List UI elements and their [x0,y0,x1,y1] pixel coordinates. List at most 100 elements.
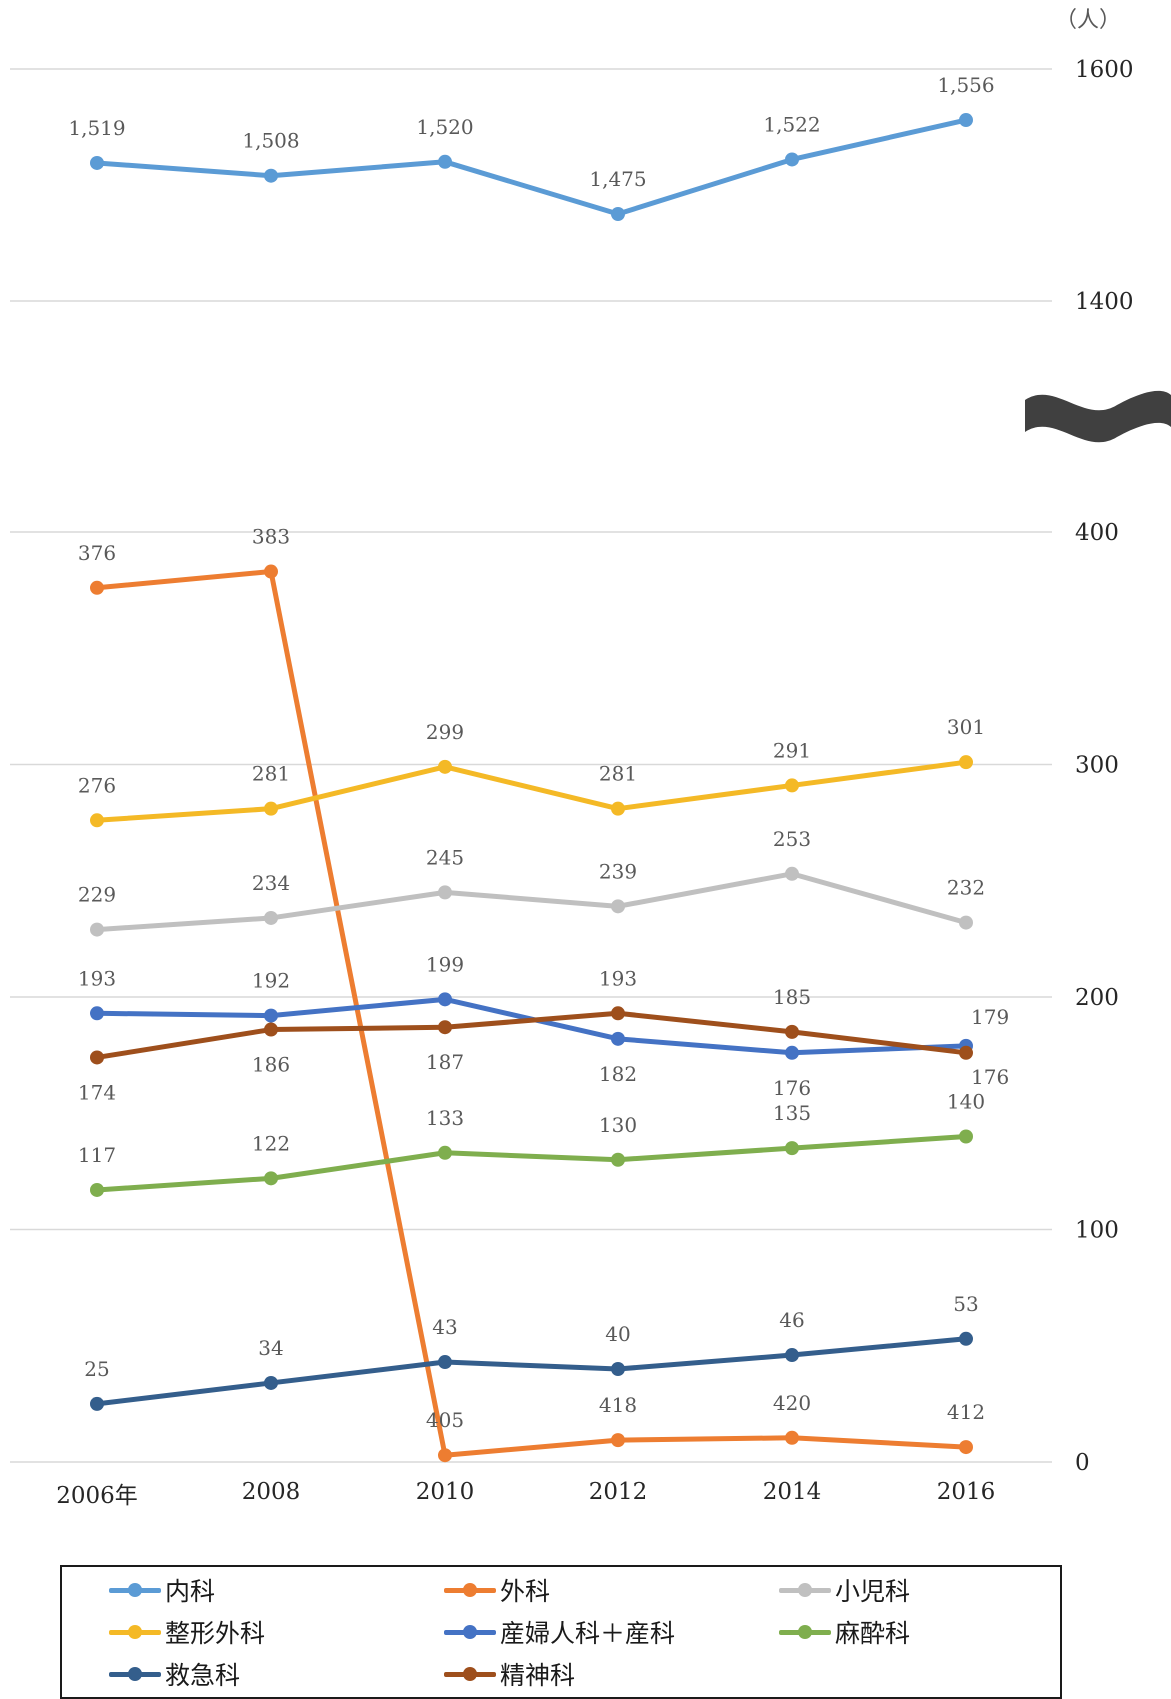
series-救急科: 25 34 43 40 46 53 [84,1292,979,1411]
data-point [959,1045,973,1060]
data-label: 383 [252,525,290,549]
data-label: 186 [252,1053,290,1077]
legend-item: 麻酔科 [777,1617,910,1648]
data-label: 1,475 [589,167,646,191]
legend-swatch [777,1617,833,1647]
y-tick-label: 300 [1075,753,1119,779]
legend-label: 整形外科 [165,1619,266,1648]
data-point [438,759,452,774]
series-layer: 1,519 1,508 1,520 1,475 1,522 1,556 376 383 405 4… [68,73,1009,1463]
legend-label: 小児科 [835,1577,911,1606]
data-label: 281 [599,762,637,786]
data-point [438,1020,452,1035]
data-label: 185 [773,985,811,1009]
data-point [90,155,104,170]
data-point [959,1331,973,1346]
data-label: 46 [779,1308,804,1332]
data-label: 1,556 [937,73,994,97]
data-point [611,1031,625,1046]
data-label: 193 [78,966,116,990]
x-tick-label: 2014 [763,1479,822,1505]
data-label: 418 [599,1393,637,1417]
data-point [959,113,973,128]
data-point [264,1008,278,1023]
legend-swatch [777,1575,833,1605]
y-tick-label: 100 [1075,1218,1119,1244]
data-point [438,992,452,1007]
data-point [611,899,625,914]
data-point [611,207,625,221]
data-label: 40 [605,1322,630,1346]
axis-break-icon [1025,390,1171,443]
data-point [611,1006,625,1021]
data-label: 276 [78,773,116,797]
y-tick-label: 200 [1075,985,1119,1011]
data-point [959,1440,973,1455]
data-point [438,1448,452,1463]
data-point [785,152,799,167]
x-tick-label: 2006年 [56,1483,138,1509]
data-point [90,813,104,828]
data-label: 232 [947,876,985,900]
legend-label: 内科 [165,1577,216,1606]
legend-item: 精神科 [442,1659,576,1690]
data-label: 135 [773,1101,811,1125]
series-内科: 1,519 1,508 1,520 1,475 1,522 1,556 [68,73,995,221]
data-point [785,1348,799,1363]
legend-item: 整形外科 [107,1617,266,1648]
data-point [90,1396,104,1411]
series-外科: 376 383 405 418 420 412 [78,525,985,1463]
series-line [94,1336,969,1407]
data-label: 301 [947,715,985,739]
legend: 内科 外科 小児科 整形外科 産婦人科＋産科 麻酔科 救急科 精神科 [60,1565,1062,1699]
y-tick-label: 0 [1075,1450,1090,1476]
data-label: 1,508 [242,129,299,153]
grid-lines [10,68,1052,1463]
y-axis-ticks: 1600 1400 400 300 200 100 0 [1075,57,1134,1476]
series-line [94,569,969,1458]
data-label: 176 [971,1065,1009,1089]
data-point [90,580,104,595]
data-point [438,1145,452,1160]
data-label: 117 [78,1143,116,1167]
legend-label: 精神科 [500,1661,576,1690]
x-tick-label: 2008 [242,1479,301,1505]
x-axis-ticks: 2006年 2008 2010 2012 2014 2016 [56,1479,995,1509]
data-label: 34 [258,1336,283,1360]
data-label: 239 [599,859,637,883]
x-tick-label: 2016 [937,1479,996,1505]
legend-swatch [442,1659,498,1689]
data-point [90,1006,104,1021]
data-label: 299 [426,720,464,744]
data-point [438,154,452,169]
series-麻酔科: 117 122 133 130 135 140 [78,1090,985,1197]
y-tick-label: 1600 [1075,57,1134,83]
series-産婦人科＋産科: 193 192 199 182 176 179 [78,952,1009,1099]
series-精神科: 174 186 187 193 185 176 [78,966,1009,1104]
series-line [94,1134,969,1193]
y-tick-label: 1400 [1075,289,1134,315]
legend-item: 産婦人科＋産科 [442,1617,675,1648]
data-label: 229 [78,883,116,907]
data-label: 234 [252,871,290,895]
data-label: 193 [599,966,637,990]
legend-item: 救急科 [107,1659,240,1690]
data-label: 253 [773,827,811,851]
data-point [264,168,278,183]
data-point [264,1022,278,1037]
data-label: 140 [947,1090,985,1114]
data-label: 199 [426,952,464,976]
x-tick-label: 2012 [589,1479,648,1505]
data-point [959,1129,973,1144]
data-label: 281 [252,762,290,786]
series-line [94,1010,969,1060]
data-point [264,564,278,579]
data-point [611,801,625,816]
data-point [90,1182,104,1197]
y-tick-label: 400 [1075,520,1119,546]
data-point [785,1045,799,1060]
data-label: 176 [773,1076,811,1100]
series-小児科: 229 234 245 239 253 232 [78,827,985,937]
legend-swatch [442,1575,498,1605]
data-point [611,1152,625,1167]
